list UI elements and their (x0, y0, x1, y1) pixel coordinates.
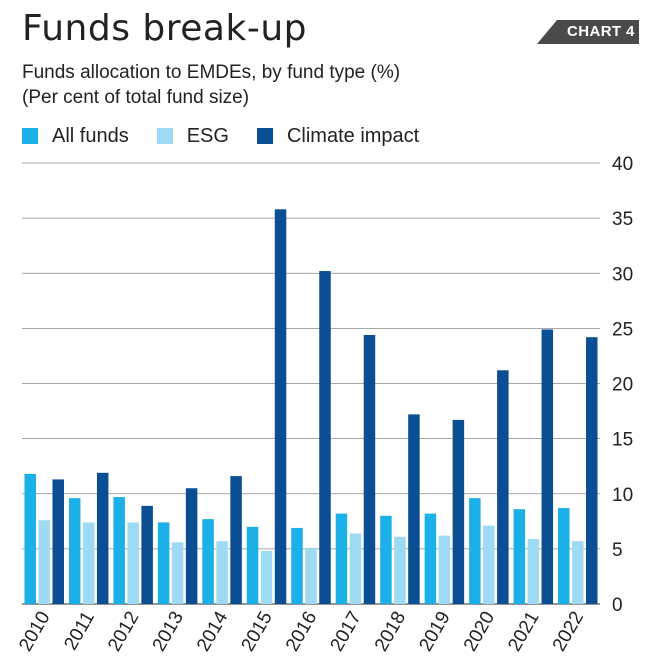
legend: All funds ESG Climate impact (22, 124, 447, 148)
x-tick-label-2013: 2013 (149, 608, 188, 655)
bar-esg-2015 (260, 551, 273, 604)
bar-esg-2021 (527, 538, 540, 604)
bar-all-funds-2019 (424, 513, 437, 604)
chart-title: Funds break-up (22, 8, 307, 49)
bar-esg-2010 (38, 520, 50, 604)
bar-all-funds-2010 (24, 473, 36, 604)
bar-climate-impact-2018 (408, 414, 420, 604)
legend-swatch-all-funds (22, 128, 38, 144)
bar-esg-2018 (394, 536, 406, 604)
bar-climate-impact-2011 (96, 472, 109, 604)
chart-number-badge: CHART 4 (537, 20, 639, 44)
bar-all-funds-2020 (469, 498, 481, 604)
y-tick-label-30: 30 (612, 264, 633, 285)
bar-climate-impact-2021 (541, 329, 554, 604)
bar-chart: 0 5 10 15 20 25 30 35 40 2010 2011 2012 2013 2014 2015… (15, 154, 633, 655)
bar-all-funds-2013 (157, 522, 170, 604)
x-tick-label-2015: 2015 (238, 608, 277, 655)
legend-item-esg: ESG (156, 124, 229, 148)
bar-all-funds-2018 (380, 515, 392, 604)
bar-all-funds-2012 (113, 497, 125, 604)
x-tick-label-2014: 2014 (193, 608, 233, 655)
bar-esg-2013 (171, 542, 184, 604)
legend-item-all-funds: All funds (22, 125, 129, 148)
x-tick-label-2011: 2011 (60, 608, 99, 654)
y-tick-label-5: 5 (612, 540, 623, 561)
bar-climate-impact-2014 (230, 476, 242, 604)
bar-all-funds-2011 (68, 498, 81, 604)
x-tick-label-2017: 2017 (326, 608, 365, 655)
bar-climate-impact-2016 (319, 271, 331, 604)
x-tick-label-2018: 2018 (371, 608, 410, 655)
x-tick-label-2022: 2022 (549, 608, 588, 655)
bar-climate-impact-2012 (141, 505, 153, 604)
legend-label-climate-impact: Climate impact (286, 124, 420, 147)
y-tick-label-15: 15 (612, 430, 633, 451)
legend-swatch-climate-impact (256, 128, 273, 144)
bar-all-funds-2015 (246, 526, 259, 604)
badge-label: CHART 4 (567, 23, 635, 40)
bar-esg-2016 (305, 547, 317, 604)
bar-esg-2012 (127, 522, 139, 604)
bar-climate-impact-2022 (586, 337, 598, 604)
bar-all-funds-2021 (513, 509, 526, 604)
badge-shape (537, 20, 639, 44)
bar-climate-impact-2019 (452, 419, 465, 604)
bar-esg-2022 (572, 541, 584, 604)
legend-label-esg: ESG (186, 124, 229, 147)
bar-esg-2017 (349, 533, 362, 604)
subtitle-line-2: (Per cent of total fund size) (22, 87, 250, 108)
bar-esg-2020 (483, 525, 495, 604)
x-tick-label-2020: 2020 (460, 608, 499, 655)
y-tick-label-20: 20 (612, 375, 633, 396)
bar-climate-impact-2017 (363, 334, 376, 604)
chart-subtitle: Funds allocation to EMDEs, by fund type … (22, 60, 400, 110)
y-tick-label-40: 40 (612, 154, 633, 175)
x-tick-label-2021: 2021 (504, 608, 543, 655)
bar-esg-2019 (438, 535, 451, 604)
bar-climate-impact-2015 (274, 209, 287, 604)
y-tick-label-10: 10 (612, 485, 633, 506)
bar-all-funds-2022 (558, 508, 570, 604)
bar-esg-2014 (216, 541, 228, 604)
x-tick-label-2016: 2016 (282, 608, 321, 655)
y-tick-label-25: 25 (612, 319, 633, 340)
x-tick-label-2012: 2012 (104, 608, 143, 655)
x-tick-label-2010: 2010 (15, 608, 54, 655)
legend-swatch-esg (156, 128, 173, 144)
bar-climate-impact-2013 (185, 488, 198, 604)
badge-bg (537, 20, 639, 44)
bar-esg-2011 (82, 522, 95, 604)
bar-climate-impact-2010 (52, 479, 64, 604)
legend-label-all-funds: All funds (52, 124, 129, 147)
bar-all-funds-2017 (335, 513, 348, 604)
bar-all-funds-2014 (202, 519, 214, 604)
x-tick-label-2019: 2019 (415, 608, 454, 655)
bar-all-funds-2016 (291, 527, 303, 604)
bar-climate-impact-2020 (497, 370, 509, 604)
subtitle-line-1: Funds allocation to EMDEs, by fund type … (22, 62, 401, 83)
legend-item-climate-impact: Climate impact (256, 124, 420, 148)
y-tick-label-0: 0 (612, 595, 623, 616)
y-tick-label-35: 35 (612, 209, 633, 230)
